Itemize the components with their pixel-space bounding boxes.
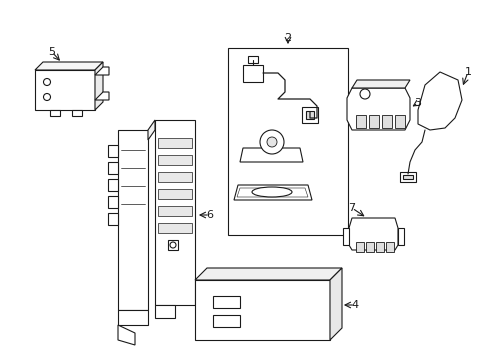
Polygon shape [247, 56, 258, 63]
Circle shape [260, 130, 284, 154]
Text: 4: 4 [351, 300, 358, 310]
Text: 6: 6 [206, 210, 213, 220]
Polygon shape [397, 228, 403, 245]
Polygon shape [368, 115, 378, 128]
Circle shape [170, 242, 176, 248]
Polygon shape [195, 268, 341, 280]
Polygon shape [108, 213, 118, 225]
Polygon shape [158, 138, 192, 148]
Text: 1: 1 [464, 67, 470, 77]
Text: 5: 5 [48, 47, 55, 57]
Polygon shape [158, 189, 192, 199]
Polygon shape [108, 145, 118, 157]
Polygon shape [417, 72, 461, 130]
Circle shape [43, 78, 50, 85]
Polygon shape [108, 162, 118, 174]
Polygon shape [95, 67, 109, 75]
Polygon shape [237, 188, 307, 197]
Polygon shape [35, 62, 103, 70]
Text: 7: 7 [348, 203, 355, 213]
Polygon shape [195, 280, 329, 340]
Circle shape [359, 89, 369, 99]
Circle shape [43, 94, 50, 100]
Polygon shape [375, 242, 383, 252]
Polygon shape [351, 80, 409, 88]
Polygon shape [118, 130, 148, 310]
Text: 3: 3 [414, 98, 421, 108]
Polygon shape [168, 240, 178, 250]
Polygon shape [95, 92, 109, 100]
Polygon shape [355, 115, 365, 128]
Polygon shape [213, 315, 240, 327]
Polygon shape [348, 218, 397, 250]
Polygon shape [72, 110, 82, 116]
Polygon shape [95, 62, 103, 110]
Polygon shape [118, 325, 135, 345]
Polygon shape [385, 242, 393, 252]
Polygon shape [329, 268, 341, 340]
Polygon shape [155, 305, 175, 318]
Polygon shape [35, 70, 95, 110]
Polygon shape [50, 110, 60, 116]
Polygon shape [155, 120, 195, 305]
Polygon shape [158, 172, 192, 182]
Polygon shape [305, 111, 313, 119]
Polygon shape [402, 175, 412, 179]
Polygon shape [240, 148, 303, 162]
Text: 2: 2 [284, 33, 291, 43]
Polygon shape [158, 155, 192, 165]
Polygon shape [346, 88, 409, 130]
Polygon shape [227, 48, 347, 235]
Polygon shape [108, 179, 118, 191]
Polygon shape [118, 310, 148, 325]
Polygon shape [365, 242, 373, 252]
Ellipse shape [251, 187, 291, 197]
Polygon shape [355, 242, 363, 252]
Polygon shape [381, 115, 391, 128]
Polygon shape [234, 185, 311, 200]
Polygon shape [213, 296, 240, 308]
Polygon shape [399, 172, 415, 182]
Polygon shape [302, 107, 317, 123]
Polygon shape [243, 65, 263, 82]
Polygon shape [342, 228, 348, 245]
Polygon shape [394, 115, 404, 128]
Circle shape [266, 137, 276, 147]
Polygon shape [158, 206, 192, 216]
Polygon shape [108, 196, 118, 208]
Polygon shape [148, 120, 155, 140]
Polygon shape [158, 223, 192, 233]
